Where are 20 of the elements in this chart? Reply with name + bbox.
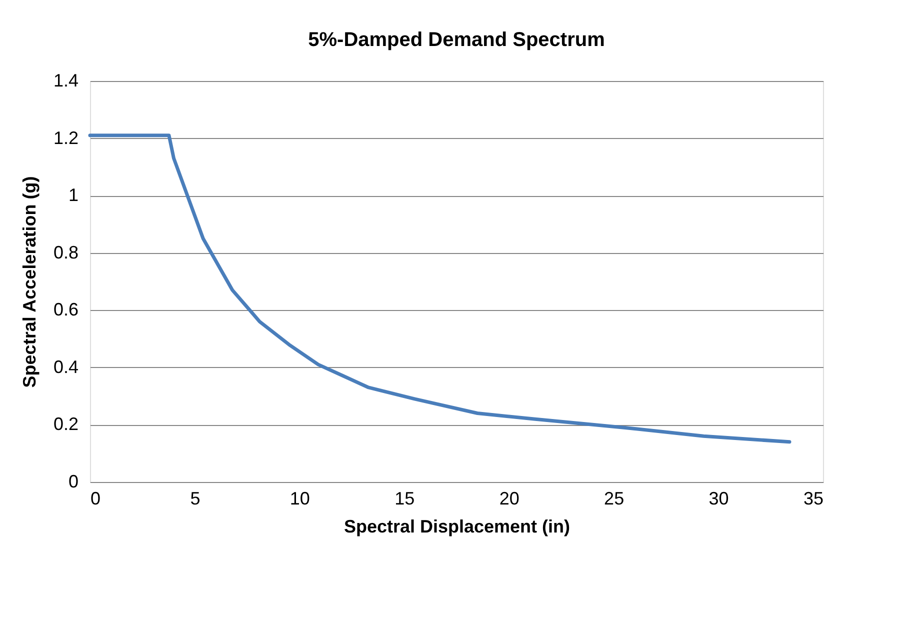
y-axis-title: Spectral Acceleration (g) bbox=[19, 176, 40, 388]
y-tick-label: 1 bbox=[68, 185, 78, 206]
x-tick-label: 20 bbox=[499, 488, 520, 508]
y-tick-label: 0.6 bbox=[53, 300, 78, 320]
x-tick-label: 35 bbox=[803, 488, 824, 508]
y-tick-label: 0.8 bbox=[53, 242, 78, 262]
x-axis-title: Spectral Displacement (in) bbox=[344, 516, 570, 536]
x-tick-label: 10 bbox=[290, 488, 310, 508]
x-tick-label: 0 bbox=[90, 488, 101, 508]
y-tick-label: 1.2 bbox=[53, 128, 78, 148]
x-tick-label: 5 bbox=[190, 488, 200, 508]
y-tick-label: 1.4 bbox=[53, 70, 78, 90]
x-tick-label: 30 bbox=[708, 488, 729, 508]
y-tick-label: 0.2 bbox=[53, 414, 78, 434]
x-tick-label: 15 bbox=[394, 488, 415, 508]
y-tick-label: 0 bbox=[68, 472, 78, 492]
x-tick-label: 25 bbox=[604, 488, 624, 508]
y-tick-label: 0.4 bbox=[53, 356, 78, 377]
line-series bbox=[88, 134, 792, 444]
chart-title: 5%-Damped Demand Spectrum bbox=[308, 29, 605, 51]
